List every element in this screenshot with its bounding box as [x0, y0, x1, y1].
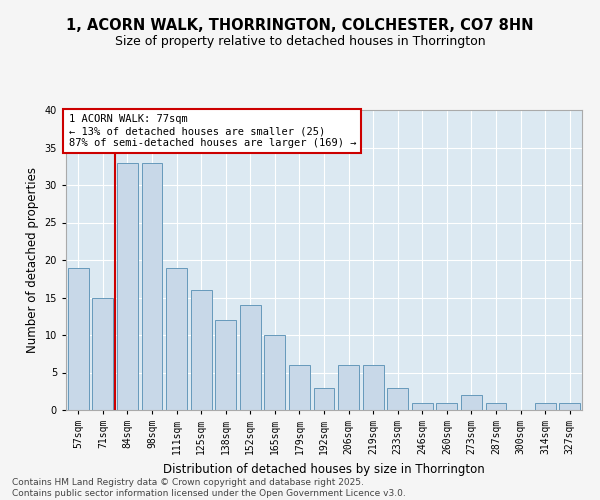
- Y-axis label: Number of detached properties: Number of detached properties: [26, 167, 39, 353]
- Text: Contains HM Land Registry data © Crown copyright and database right 2025.
Contai: Contains HM Land Registry data © Crown c…: [12, 478, 406, 498]
- Text: Size of property relative to detached houses in Thorrington: Size of property relative to detached ho…: [115, 35, 485, 48]
- Bar: [117, 162, 138, 410]
- Bar: [191, 290, 212, 410]
- Bar: [92, 298, 113, 410]
- Bar: [215, 320, 236, 410]
- Bar: [436, 402, 457, 410]
- Bar: [289, 365, 310, 410]
- Bar: [265, 335, 286, 410]
- Bar: [240, 305, 261, 410]
- Bar: [142, 162, 163, 410]
- Bar: [412, 402, 433, 410]
- Text: 1, ACORN WALK, THORRINGTON, COLCHESTER, CO7 8HN: 1, ACORN WALK, THORRINGTON, COLCHESTER, …: [66, 18, 534, 32]
- Bar: [166, 268, 187, 410]
- Bar: [314, 388, 334, 410]
- Bar: [461, 395, 482, 410]
- Bar: [559, 402, 580, 410]
- Bar: [338, 365, 359, 410]
- Bar: [485, 402, 506, 410]
- Bar: [387, 388, 408, 410]
- Bar: [68, 268, 89, 410]
- Bar: [535, 402, 556, 410]
- Text: 1 ACORN WALK: 77sqm
← 13% of detached houses are smaller (25)
87% of semi-detach: 1 ACORN WALK: 77sqm ← 13% of detached ho…: [68, 114, 356, 148]
- X-axis label: Distribution of detached houses by size in Thorrington: Distribution of detached houses by size …: [163, 462, 485, 475]
- Bar: [362, 365, 383, 410]
